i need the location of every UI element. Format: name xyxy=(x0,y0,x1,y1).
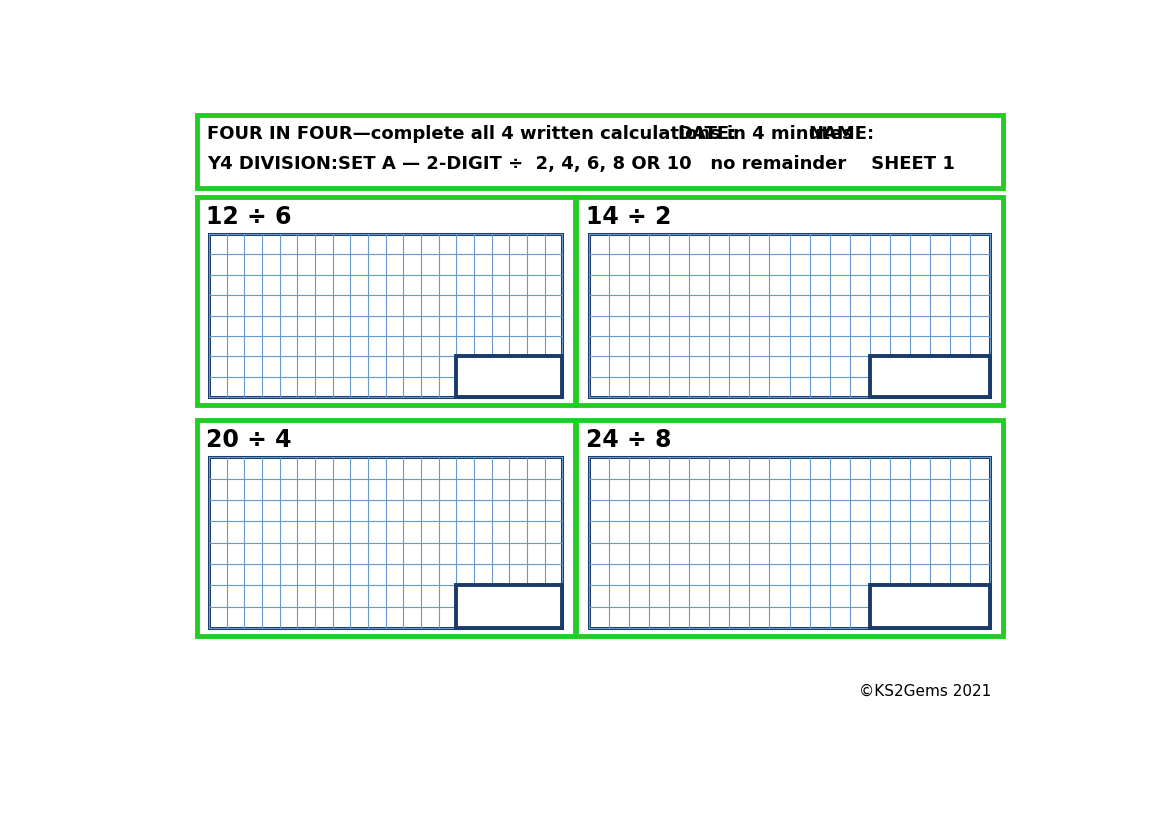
Text: ©KS2Gems 2021: ©KS2Gems 2021 xyxy=(859,684,991,699)
Bar xyxy=(456,356,563,397)
Text: 14 ÷ 2: 14 ÷ 2 xyxy=(586,205,672,229)
Bar xyxy=(456,586,563,629)
Bar xyxy=(577,197,1003,405)
Bar xyxy=(589,234,990,397)
Bar xyxy=(197,115,1003,188)
Text: 20 ÷ 4: 20 ÷ 4 xyxy=(206,428,291,452)
Text: Y4 DIVISION:SET A — 2-DIGIT ÷  2, 4, 6, 8 OR 10   no remainder    SHEET 1: Y4 DIVISION:SET A — 2-DIGIT ÷ 2, 4, 6, 8… xyxy=(207,155,956,173)
Text: 12 ÷ 6: 12 ÷ 6 xyxy=(206,205,291,229)
Bar xyxy=(197,197,574,405)
Bar xyxy=(577,420,1003,636)
Text: 24 ÷ 8: 24 ÷ 8 xyxy=(586,428,672,452)
Bar xyxy=(869,356,990,397)
Bar xyxy=(869,586,990,629)
Text: NAME:: NAME: xyxy=(808,126,875,143)
Text: FOUR IN FOUR—complete all 4 written calculations in 4 minutes: FOUR IN FOUR—complete all 4 written calc… xyxy=(207,126,853,143)
Text: DATE:: DATE: xyxy=(677,126,736,143)
Bar xyxy=(456,586,563,629)
Bar xyxy=(209,234,563,397)
Bar xyxy=(589,457,990,629)
Bar xyxy=(209,457,563,629)
Bar xyxy=(456,356,563,397)
Bar xyxy=(869,586,990,629)
Bar xyxy=(869,356,990,397)
Bar xyxy=(197,420,574,636)
